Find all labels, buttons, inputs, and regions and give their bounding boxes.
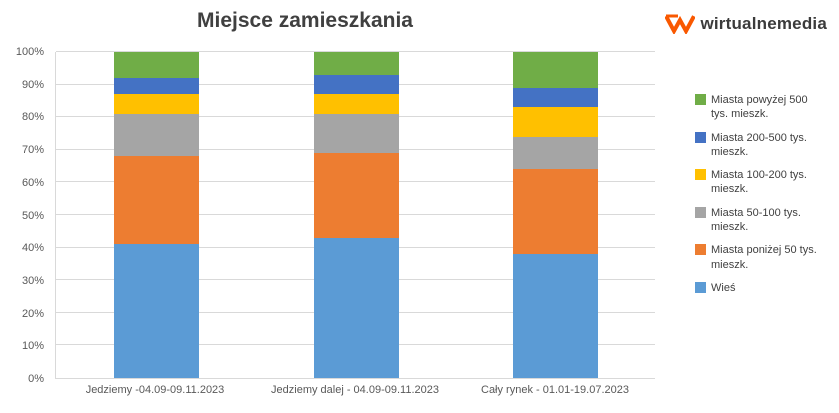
legend-item: Miasta 50-100 tys. mieszk. — [695, 206, 833, 235]
stacked-bar — [113, 52, 199, 378]
legend-label: Miasta 100-200 tys. mieszk. — [711, 169, 807, 196]
bar-segment — [313, 52, 399, 75]
x-axis-label: Cały rynek - 01.01-19.07.2023 — [481, 384, 629, 396]
bar-segment — [513, 136, 599, 170]
y-tick-label: 80% — [21, 111, 44, 124]
gridline — [56, 51, 655, 52]
legend-swatch-icon — [695, 169, 706, 181]
legend-label: Miasta 50-100 tys. mieszk. — [711, 206, 801, 234]
legend-item: Miasta 100-200 tys. mieszk. — [695, 168, 833, 197]
y-tick-label: 30% — [21, 274, 44, 287]
wirtualnemedia-logo: wirtualnemedia — [665, 14, 827, 34]
legend-label: Miasta 200-500 tys. mieszk. — [711, 131, 807, 158]
bar-segment — [513, 52, 599, 88]
bar-segment — [313, 94, 399, 114]
logo-w-icon — [665, 14, 696, 34]
bar-segment — [113, 113, 199, 157]
bar-segment — [113, 244, 199, 378]
x-axis: Jedziemy -04.09-09.11.2023 Jedziemy dalej… — [55, 384, 655, 404]
legend-swatch-icon — [695, 131, 706, 143]
bar-segment — [313, 113, 399, 154]
legend-swatch-icon — [695, 94, 706, 105]
bar-segment — [513, 254, 599, 378]
legend-swatch-icon — [695, 206, 706, 218]
plot-area — [55, 51, 655, 379]
stacked-bar — [313, 52, 399, 378]
bar-segment — [313, 153, 399, 238]
y-tick-label: 100% — [15, 46, 44, 58]
bar-segment — [513, 169, 599, 255]
y-tick-label: 0% — [28, 373, 44, 385]
x-axis-label: Jedziemy dalej - 04.09-09.11.2023 — [271, 384, 439, 396]
legend-label: Wieś — [711, 281, 736, 294]
legend-swatch-icon — [695, 281, 706, 293]
bar-segment — [313, 237, 399, 378]
chart-title: Miejsce zamieszkania — [197, 9, 413, 32]
legend-label: Miasta poniżej 50 tys. mieszk. — [711, 244, 817, 271]
y-tick-label: 90% — [21, 78, 44, 91]
legend-item: Wieś — [695, 281, 833, 295]
legend-item: Miasta powyżej 500 tys. mieszk. — [695, 93, 833, 122]
y-axis: 0% 10% 20% 30% 40% 50% 60% 70% 80% 90% 100% — [10, 46, 50, 385]
y-tick-label: 70% — [21, 144, 44, 157]
bar-segment — [513, 87, 599, 108]
bar-segment — [513, 107, 599, 137]
y-tick-label: 20% — [21, 307, 44, 320]
legend: Miasta powyżej 500 tys. mieszk. Miasta 20… — [695, 93, 833, 304]
legend-label: Miasta powyżej 500 tys. mieszk. — [711, 94, 808, 121]
y-tick-label: 10% — [21, 340, 44, 353]
legend-item: Miasta poniżej 50 tys. mieszk. — [695, 243, 833, 272]
legend-item: Miasta 200-500 tys. mieszk. — [695, 131, 833, 160]
y-tick-label: 50% — [21, 209, 44, 222]
bar-segment — [113, 156, 199, 245]
x-axis-label: Jedziemy -04.09-09.11.2023 — [85, 384, 225, 396]
bar-segment — [313, 74, 399, 95]
y-tick-label: 60% — [21, 176, 44, 189]
bar-segment — [113, 52, 199, 79]
legend-swatch-icon — [695, 244, 706, 256]
bar-segment — [113, 94, 199, 114]
y-tick-label: 40% — [21, 242, 44, 255]
bar-segment — [113, 78, 199, 95]
logo-text: wirtualnemedia — [700, 14, 827, 33]
stacked-bar — [513, 52, 599, 378]
